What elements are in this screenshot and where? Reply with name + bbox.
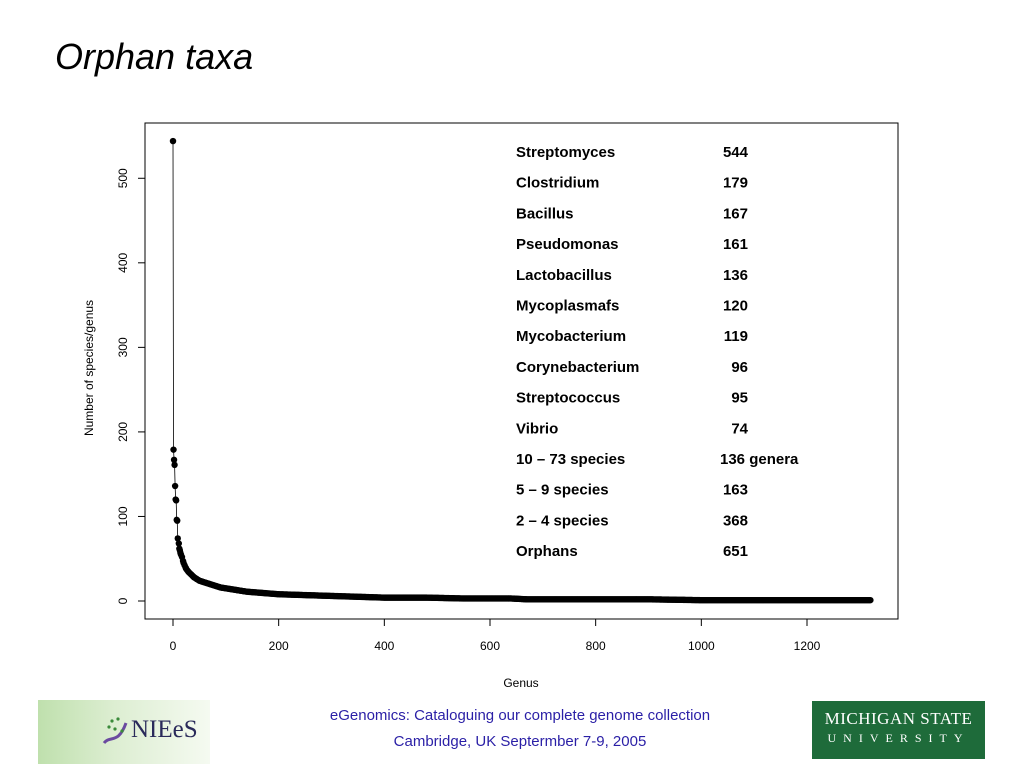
table-genus-name: Mycoplasmafs	[516, 298, 619, 315]
table-species-count: 95	[731, 390, 748, 407]
data-points	[169, 137, 874, 604]
table-species-count: 544	[723, 144, 749, 161]
x-tick-label: 1000	[688, 639, 715, 653]
table-species-count: 74	[731, 420, 748, 437]
table-species-count: 136 genera	[720, 451, 799, 468]
msu-logo-line-1: MICHIGAN STATE	[824, 709, 973, 728]
data-point	[170, 456, 178, 464]
data-point	[174, 517, 181, 524]
data-point	[172, 497, 180, 504]
table-species-count: 120	[723, 298, 748, 315]
table-genus-name: Mycobacterium	[516, 328, 626, 345]
y-tick-label: 100	[116, 506, 130, 526]
table-genus-name: 2 – 4 species	[516, 512, 609, 529]
table-genus-name: 10 – 73 species	[516, 451, 625, 468]
table-species-count: 167	[723, 205, 748, 222]
table-genus-name: Corynebacterium	[516, 359, 639, 376]
niees-logo-text: NIEeS	[131, 716, 198, 743]
data-point	[170, 446, 177, 453]
data-point	[867, 596, 874, 604]
table-genus-name: Streptomyces	[516, 144, 615, 161]
data-point	[175, 540, 183, 547]
table-genus-name: Orphans	[516, 543, 578, 560]
data-point	[169, 137, 177, 145]
msu-logo: MICHIGAN STATE UNIVERSITY	[812, 701, 985, 759]
niees-helix-icon	[102, 717, 128, 745]
table-genus-name: Vibrio	[516, 420, 558, 437]
y-tick-label: 0	[116, 597, 130, 604]
table-genus-name: Lactobacillus	[516, 267, 612, 284]
table-species-count: 163	[723, 482, 748, 499]
table-genus-name: Streptococcus	[516, 390, 620, 407]
table-genus-name: Bacillus	[516, 205, 574, 222]
y-tick-label: 200	[116, 422, 130, 442]
page-title: Orphan taxa	[55, 36, 254, 77]
y-tick-label: 400	[116, 252, 130, 272]
table-genus-name: 5 – 9 species	[516, 482, 609, 499]
y-tick-label: 500	[116, 168, 130, 188]
table-species-count: 119	[724, 328, 748, 345]
data-point	[171, 461, 178, 469]
table-species-count: 651	[723, 543, 748, 560]
table-genus-name: Clostridium	[516, 175, 599, 192]
y-axis: 0 100 200 300 400 500	[116, 168, 146, 604]
y-tick-label: 300	[116, 337, 130, 357]
x-tick-label: 200	[269, 639, 289, 653]
x-tick-label: 1200	[794, 639, 821, 653]
table-species-count: 96	[731, 359, 748, 376]
msu-logo-line-2: UNIVERSITY	[827, 731, 970, 745]
footer-line-2: Cambridge, UK Septermber 7-9, 2005	[393, 733, 647, 750]
data-point	[171, 482, 179, 490]
y-axis-label: Number of species/genus	[82, 300, 96, 436]
x-axis-label: Genus	[503, 676, 538, 690]
table-species-count: 161	[723, 236, 748, 253]
x-tick-label: 0	[170, 639, 177, 653]
x-tick-label: 800	[586, 639, 606, 653]
x-tick-label: 600	[480, 639, 500, 653]
data-point	[174, 535, 181, 542]
table-species-count: 136	[723, 267, 748, 284]
x-axis: 0 200 400 600 800 1000 1200	[170, 618, 821, 653]
niees-logo-background	[38, 700, 210, 764]
genus-table: Streptomyces 544 Clostridium 179 Bacillus 167…	[516, 144, 799, 560]
footer-line-1: eGenomics: Cataloguing our complete geno…	[329, 707, 711, 724]
table-species-count: 179	[723, 175, 748, 192]
x-tick-label: 400	[374, 639, 394, 653]
table-species-count: 368	[723, 512, 748, 529]
table-genus-name: Pseudomonas	[516, 236, 619, 253]
species-per-genus-chart: 0 200 400 600 800 1000 1200 0 100 200 300 400 500 S…	[82, 122, 899, 690]
